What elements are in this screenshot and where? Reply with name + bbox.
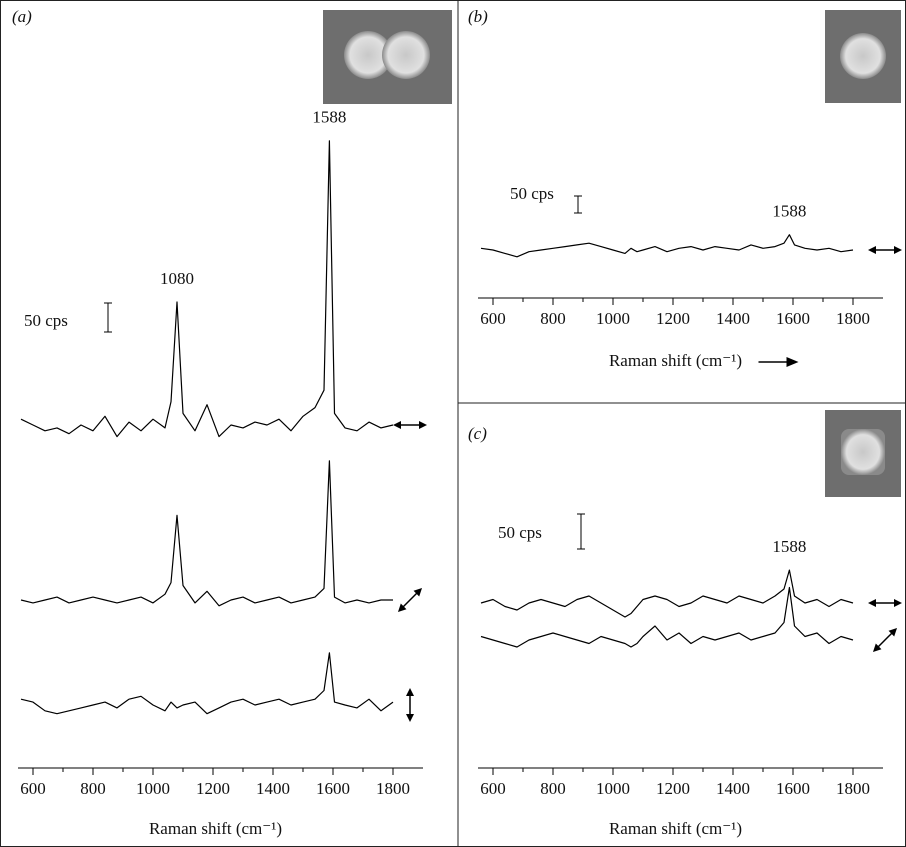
x-tick-label: 1000 — [136, 779, 170, 798]
spectrum — [20, 652, 394, 715]
polarization-arrow — [397, 587, 423, 613]
x-tick-label: 1800 — [376, 779, 410, 798]
polarization-arrow — [406, 688, 414, 722]
scale-bar — [104, 302, 112, 333]
scale-bar-label: 50 cps — [510, 184, 554, 203]
x-tick-label: 1800 — [836, 309, 870, 328]
x-tick-label: 600 — [480, 779, 506, 798]
spectrum — [20, 140, 394, 438]
sem-image — [323, 10, 452, 104]
scale-bar — [577, 513, 585, 550]
x-tick-label: 800 — [540, 309, 566, 328]
x-tick-label: 1800 — [836, 779, 870, 798]
sem-image — [825, 10, 901, 103]
x-axis-label: Raman shift (cm⁻¹) — [149, 819, 282, 838]
x-axis-label: Raman shift (cm⁻¹) — [609, 819, 742, 838]
panel-label: (a) — [12, 7, 32, 26]
x-tick-label: 1600 — [316, 779, 350, 798]
x-tick-label: 800 — [540, 779, 566, 798]
x-axis-label: Raman shift (cm⁻¹) — [609, 351, 742, 370]
x-tick-label: 600 — [20, 779, 46, 798]
peak-label: 1080 — [160, 269, 194, 288]
x-tick-label: 1600 — [776, 779, 810, 798]
spectrum — [480, 234, 854, 258]
panel-label: (b) — [468, 7, 488, 26]
polarization-arrow — [868, 599, 902, 607]
spectrum — [20, 460, 393, 607]
x-tick-label: 1000 — [596, 779, 630, 798]
x-tick-label: 1200 — [656, 309, 690, 328]
spectrum — [480, 569, 854, 618]
peak-label: 1588 — [772, 202, 806, 221]
x-tick-label: 1400 — [716, 779, 750, 798]
scale-bar-label: 50 cps — [24, 311, 68, 330]
polarization-arrow — [872, 627, 898, 653]
peak-label: 1588 — [772, 537, 806, 556]
x-tick-label: 600 — [480, 309, 506, 328]
scale-bar — [574, 195, 582, 214]
x-tick-label: 800 — [80, 779, 106, 798]
x-tick-label: 1200 — [196, 779, 230, 798]
x-tick-label: 1600 — [776, 309, 810, 328]
panel-label: (c) — [468, 424, 487, 443]
x-tick-label: 1000 — [596, 309, 630, 328]
axis-arrow-head — [786, 357, 799, 367]
sem-image — [825, 410, 901, 497]
spectrum — [480, 586, 854, 648]
peak-label: 1588 — [312, 108, 346, 127]
x-tick-label: 1400 — [716, 309, 750, 328]
scale-bar-label: 50 cps — [498, 523, 542, 542]
x-tick-label: 1400 — [256, 779, 290, 798]
polarization-arrow — [393, 421, 427, 429]
polarization-arrow — [868, 246, 902, 254]
x-tick-label: 1200 — [656, 779, 690, 798]
